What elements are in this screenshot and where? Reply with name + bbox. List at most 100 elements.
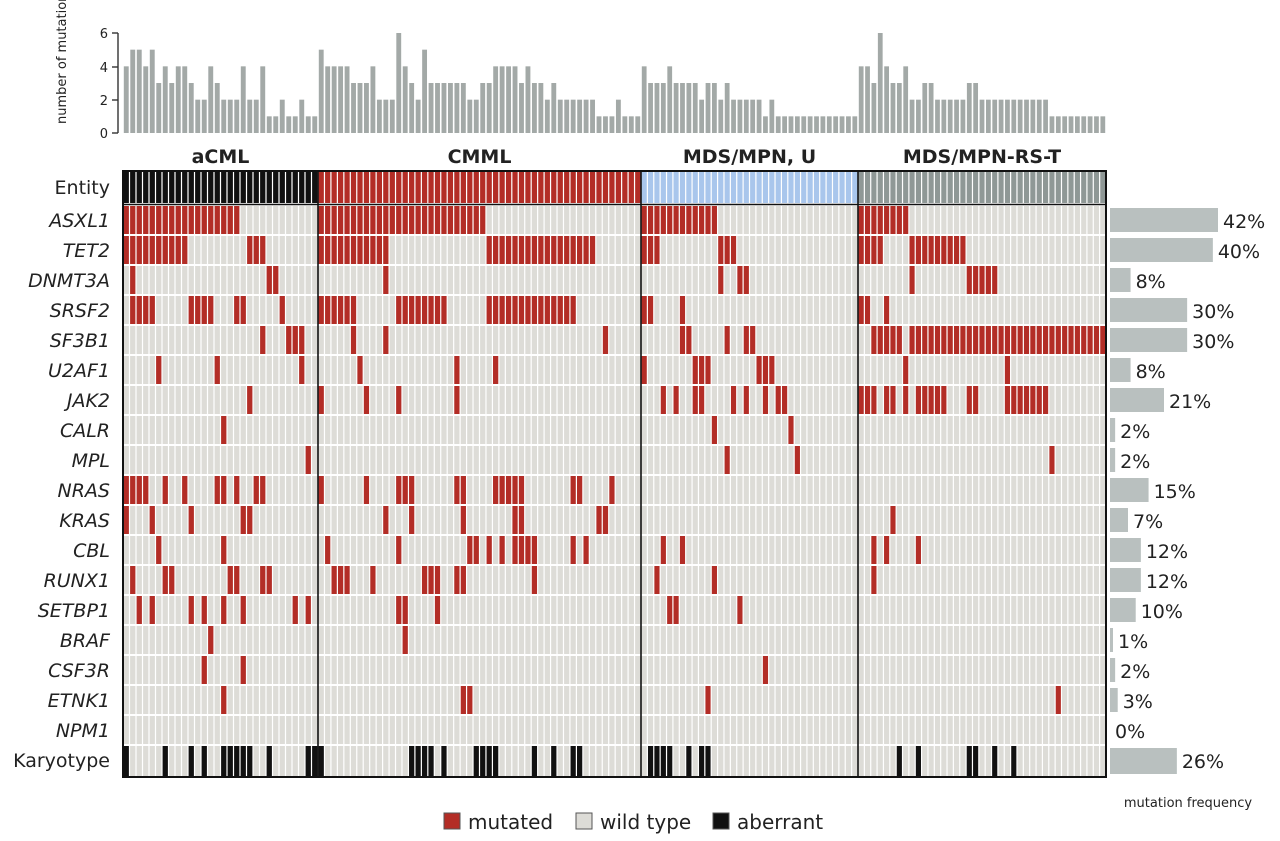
cell-cbl-cmml <box>628 536 634 564</box>
cell-tet2-acml <box>305 236 311 264</box>
cell-npm1-cmml <box>602 716 609 744</box>
cell-etnk1-mds-mpn-rs-t <box>890 686 896 714</box>
cell-csf3r-mds-mpn-u <box>756 656 762 684</box>
cell-srsf2-acml <box>260 296 266 324</box>
cell-cbl-mds-mpn-rs-t <box>1011 536 1017 564</box>
cell-csf3r-mds-mpn-u <box>730 656 737 684</box>
entity-cell-cmml <box>589 172 596 203</box>
cell-calr-mds-mpn-u <box>775 416 781 444</box>
cell-setbp1-mds-mpn-u <box>845 596 852 624</box>
cell-tet2-cmml <box>512 236 518 264</box>
cell-csf3r-cmml <box>376 656 382 684</box>
karyotype-cell-mds-mpn-rs-t <box>960 746 966 776</box>
cell-calr-mds-mpn-rs-t <box>928 416 934 444</box>
cell-runx1-mds-mpn-rs-t <box>1023 566 1030 594</box>
cell-mpl-mds-mpn-u <box>667 446 673 474</box>
entity-cell-cmml <box>454 172 460 203</box>
cell-tet2-cmml <box>402 236 408 264</box>
cell-mpl-cmml <box>415 446 421 474</box>
cell-runx1-cmml <box>602 566 609 594</box>
cell-runx1-cmml <box>337 566 344 594</box>
cell-srsf2-acml <box>266 296 272 324</box>
cell-kras-mds-mpn-rs-t <box>884 506 890 534</box>
cell-braf-cmml <box>583 626 589 654</box>
cell-mpl-mds-mpn-rs-t <box>1062 446 1068 474</box>
cell-jak2-mds-mpn-u <box>699 386 705 414</box>
cell-u2af1-mds-mpn-u <box>750 356 756 384</box>
cell-kras-mds-mpn-rs-t <box>890 506 896 534</box>
cell-jak2-acml <box>234 386 240 414</box>
cell-tet2-acml <box>156 236 162 264</box>
cell-tet2-acml <box>227 236 233 264</box>
cell-etnk1-mds-mpn-u <box>839 686 845 714</box>
cell-tet2-cmml <box>363 236 370 264</box>
cell-braf-mds-mpn-rs-t <box>1081 626 1087 654</box>
entity-cell-cmml <box>505 172 512 203</box>
frequency-bar-srsf2 <box>1110 298 1188 322</box>
cell-mpl-mds-mpn-rs-t <box>1043 446 1049 474</box>
cell-braf-mds-mpn-u <box>839 626 845 654</box>
cell-runx1-mds-mpn-rs-t <box>966 566 972 594</box>
cell-asxl1-cmml <box>473 206 479 234</box>
cell-runx1-cmml <box>622 566 628 594</box>
cell-etnk1-mds-mpn-u <box>730 686 737 714</box>
cell-kras-cmml <box>505 506 512 534</box>
cell-kras-mds-mpn-rs-t <box>1049 506 1055 534</box>
cell-nras-acml <box>260 476 266 504</box>
count-bar-cmml <box>615 99 621 133</box>
cell-mpl-mds-mpn-rs-t <box>1030 446 1036 474</box>
cell-u2af1-mds-mpn-rs-t <box>858 356 864 384</box>
count-bar-mds-mpn-rs-t <box>979 99 985 133</box>
cell-kras-acml <box>123 506 129 534</box>
count-bar-mds-mpn-rs-t <box>884 66 889 133</box>
cell-srsf2-cmml <box>357 296 363 324</box>
cell-braf-mds-mpn-u <box>782 626 788 654</box>
cell-braf-acml <box>299 626 305 654</box>
cell-setbp1-mds-mpn-rs-t <box>909 596 915 624</box>
cell-nras-acml <box>312 476 318 504</box>
cell-csf3r-cmml <box>635 656 641 684</box>
count-bar-cmml <box>577 99 583 133</box>
cell-dnmt3a-mds-mpn-u <box>699 266 705 294</box>
cell-asxl1-cmml <box>525 206 531 234</box>
cell-sf3b1-cmml <box>635 326 641 354</box>
cell-cbl-mds-mpn-rs-t <box>858 536 864 564</box>
cell-jak2-cmml <box>493 386 499 414</box>
cell-jak2-cmml <box>434 386 441 414</box>
cell-sf3b1-acml <box>227 326 233 354</box>
count-bar-cmml <box>402 66 408 133</box>
cell-srsf2-acml <box>299 296 305 324</box>
cell-kras-cmml <box>493 506 499 534</box>
cell-srsf2-cmml <box>441 296 447 324</box>
cell-etnk1-acml <box>208 686 214 714</box>
cell-setbp1-acml <box>195 596 201 624</box>
cell-tet2-mds-mpn-rs-t <box>1055 236 1061 264</box>
cell-setbp1-cmml <box>596 596 602 624</box>
cell-u2af1-mds-mpn-rs-t <box>1093 356 1100 384</box>
karyotype-cell-acml <box>214 746 220 776</box>
cell-nras-mds-mpn-u <box>807 476 813 504</box>
cell-kras-mds-mpn-u <box>775 506 781 534</box>
karyotype-cell-mds-mpn-rs-t <box>1023 746 1030 776</box>
cell-tet2-mds-mpn-rs-t <box>1043 236 1049 264</box>
cell-braf-cmml <box>434 626 441 654</box>
count-bar-acml <box>208 66 214 133</box>
cell-asxl1-mds-mpn-u <box>756 206 762 234</box>
cell-mpl-mds-mpn-rs-t <box>928 446 934 474</box>
cell-csf3r-mds-mpn-rs-t <box>998 656 1004 684</box>
entity-cell-mds-mpn-u <box>724 172 730 203</box>
cell-mpl-mds-mpn-u <box>788 446 794 474</box>
cell-etnk1-mds-mpn-rs-t <box>1062 686 1068 714</box>
cell-nras-mds-mpn-rs-t <box>928 476 934 504</box>
count-bar-mds-mpn-rs-t <box>1017 99 1023 133</box>
karyotype-cell-mds-mpn-rs-t <box>985 746 991 776</box>
cell-braf-acml <box>240 626 246 654</box>
cell-cbl-cmml <box>557 536 563 564</box>
cell-etnk1-acml <box>286 686 292 714</box>
cell-u2af1-cmml <box>409 356 415 384</box>
cell-dnmt3a-mds-mpn-u <box>641 266 647 294</box>
karyotype-cell-mds-mpn-u <box>807 746 813 776</box>
cell-tet2-cmml <box>538 236 544 264</box>
cell-braf-cmml <box>389 626 395 654</box>
cell-runx1-acml <box>279 566 285 594</box>
